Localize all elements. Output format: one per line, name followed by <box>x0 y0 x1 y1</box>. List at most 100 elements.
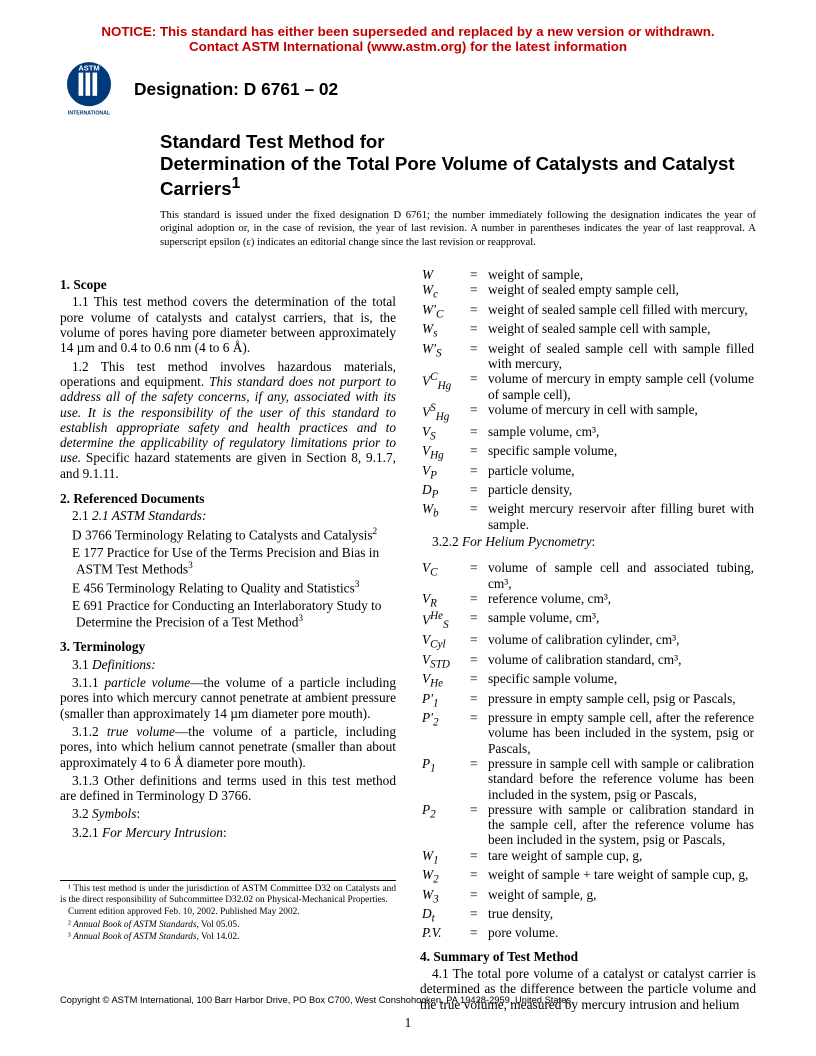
symbol-row: P'1=pressure in empty sample cell, psig … <box>420 691 756 710</box>
header-row: ASTM INTERNATIONAL Designation: D 6761 –… <box>60 61 756 119</box>
symbol-cell: VCyl <box>420 632 468 651</box>
symbol-row: Ws=weight of sealed sample cell with sam… <box>420 321 756 340</box>
symbol-cell: Wc <box>420 282 468 301</box>
symbol-row: W'C=weight of sealed sample cell filled … <box>420 302 756 321</box>
symbol-cell: VSTD <box>420 652 468 671</box>
symbol-row: VCHg=volume of mercury in empty sample c… <box>420 371 756 402</box>
equals-cell: = <box>468 906 486 925</box>
page: NOTICE: This standard has either been su… <box>0 0 816 1056</box>
equals-cell: = <box>468 501 486 532</box>
equals-cell: = <box>468 402 486 424</box>
footnote-2: ² Annual Book of ASTM Standards, Vol 05.… <box>60 920 396 931</box>
main-title: Standard Test Method for Determination o… <box>160 131 756 201</box>
section-head-scope: 1. Scope <box>60 277 396 292</box>
helium-head: 3.2.2 For Helium Pycnometry: <box>420 534 756 549</box>
symbol-cell: Wb <box>420 501 468 532</box>
symbol-row: VHg=specific sample volume, <box>420 443 756 462</box>
symbol-row: Wc=weight of sealed empty sample cell, <box>420 282 756 301</box>
symbol-row: VC=volume of sample cell and associated … <box>420 560 756 591</box>
symbol-row: W'S=weight of sealed sample cell with sa… <box>420 341 756 372</box>
definition-cell: pressure with sample or calibration stan… <box>486 802 756 848</box>
symbol-cell: W'C <box>420 302 468 321</box>
symbol-cell: VR <box>420 591 468 610</box>
scope-1-2: 1.2 This test method involves hazardous … <box>60 359 396 482</box>
symbol-cell: DP <box>420 482 468 501</box>
definition-cell: pressure in sample cell with sample or c… <box>486 756 756 802</box>
equals-cell: = <box>468 463 486 482</box>
notice-banner: NOTICE: This standard has either been su… <box>60 24 756 55</box>
equals-cell: = <box>468 691 486 710</box>
definition-cell: weight of sample + tare weight of sample… <box>486 867 756 886</box>
def-true-volume: 3.1.2 true volume—the volume of a partic… <box>60 724 396 770</box>
footnote-3: ³ Annual Book of ASTM Standards, Vol 14.… <box>60 932 396 943</box>
footnote-1b: Current edition approved Feb. 10, 2002. … <box>60 907 396 918</box>
symbol-row: W=weight of sample, <box>420 267 756 282</box>
definition-cell: specific sample volume, <box>486 443 756 462</box>
section-head-refs: 2. Referenced Documents <box>60 491 396 506</box>
definition-cell: volume of sample cell and associated tub… <box>486 560 756 591</box>
symbols-head: 3.2 Symbols: <box>60 806 396 821</box>
refs-list: D 3766 Terminology Relating to Catalysts… <box>60 527 396 630</box>
ref-item: D 3766 Terminology Relating to Catalysts… <box>72 527 396 543</box>
equals-cell: = <box>468 710 486 756</box>
equals-cell: = <box>468 282 486 301</box>
left-column: 1. Scope 1.1 This test method covers the… <box>60 267 396 1015</box>
definition-cell: true density, <box>486 906 756 925</box>
section-head-terminology: 3. Terminology <box>60 639 396 654</box>
symbol-cell: VHg <box>420 443 468 462</box>
definition-cell: weight mercury reservoir after filling b… <box>486 501 756 532</box>
symbol-row: VCyl=volume of calibration cylinder, cm³… <box>420 632 756 651</box>
equals-cell: = <box>468 267 486 282</box>
equals-cell: = <box>468 887 486 906</box>
symbol-row: W3=weight of sample, g, <box>420 887 756 906</box>
definition-cell: tare weight of sample cup, g, <box>486 848 756 867</box>
equals-cell: = <box>468 371 486 402</box>
equals-cell: = <box>468 632 486 651</box>
symbol-row: VR=reference volume, cm³, <box>420 591 756 610</box>
definition-cell: weight of sample, g, <box>486 887 756 906</box>
symbol-cell: VCHg <box>420 371 468 402</box>
symbol-cell: W1 <box>420 848 468 867</box>
symbol-cell: Dt <box>420 906 468 925</box>
definition-cell: volume of mercury in empty sample cell (… <box>486 371 756 402</box>
symbol-row: Dt=true density, <box>420 906 756 925</box>
page-number: 1 <box>0 1015 816 1030</box>
definition-cell: sample volume, cm³, <box>486 610 756 632</box>
symbol-row: VP=particle volume, <box>420 463 756 482</box>
symbol-row: VHeS=sample volume, cm³, <box>420 610 756 632</box>
equals-cell: = <box>468 610 486 632</box>
section-head-summary: 4. Summary of Test Method <box>420 949 756 964</box>
symbol-cell: VSHg <box>420 402 468 424</box>
right-column: W=weight of sample,Wc=weight of sealed e… <box>420 267 756 1015</box>
scope-1-1: 1.1 This test method covers the determin… <box>60 294 396 355</box>
symbol-cell: VHe <box>420 671 468 690</box>
equals-cell: = <box>468 925 486 940</box>
symbol-cell: P1 <box>420 756 468 802</box>
symbol-row: DP=particle density, <box>420 482 756 501</box>
title-footnote-ref: 1 <box>232 175 241 192</box>
designation: Designation: D 6761 – 02 <box>134 80 338 100</box>
symbol-cell: Ws <box>420 321 468 340</box>
equals-cell: = <box>468 802 486 848</box>
symbol-row: Wb=weight mercury reservoir after fillin… <box>420 501 756 532</box>
astm-logo: ASTM INTERNATIONAL <box>60 61 118 119</box>
ref-item: E 456 Terminology Relating to Quality an… <box>72 580 396 596</box>
defs-head: 3.1 Definitions: <box>60 657 396 672</box>
equals-cell: = <box>468 341 486 372</box>
equals-cell: = <box>468 482 486 501</box>
definition-cell: particle volume, <box>486 463 756 482</box>
symbol-cell: P.V. <box>420 925 468 940</box>
symbol-cell: W <box>420 267 468 282</box>
symbol-cell: P'2 <box>420 710 468 756</box>
equals-cell: = <box>468 424 486 443</box>
notice-line-2: Contact ASTM International (www.astm.org… <box>189 39 627 54</box>
symbol-row: VS=sample volume, cm³, <box>420 424 756 443</box>
mercury-head: 3.2.1 For Mercury Intrusion: <box>60 825 396 840</box>
svg-text:INTERNATIONAL: INTERNATIONAL <box>68 110 111 116</box>
symbol-row: P'2=pressure in empty sample cell, after… <box>420 710 756 756</box>
mercury-symbols-table: W=weight of sample,Wc=weight of sealed e… <box>420 267 756 532</box>
symbol-cell: VHeS <box>420 610 468 632</box>
definition-cell: volume of calibration standard, cm³, <box>486 652 756 671</box>
def-particle-volume: 3.1.1 particle volume—the volume of a pa… <box>60 675 396 721</box>
def-other: 3.1.3 Other definitions and terms used i… <box>60 773 396 804</box>
